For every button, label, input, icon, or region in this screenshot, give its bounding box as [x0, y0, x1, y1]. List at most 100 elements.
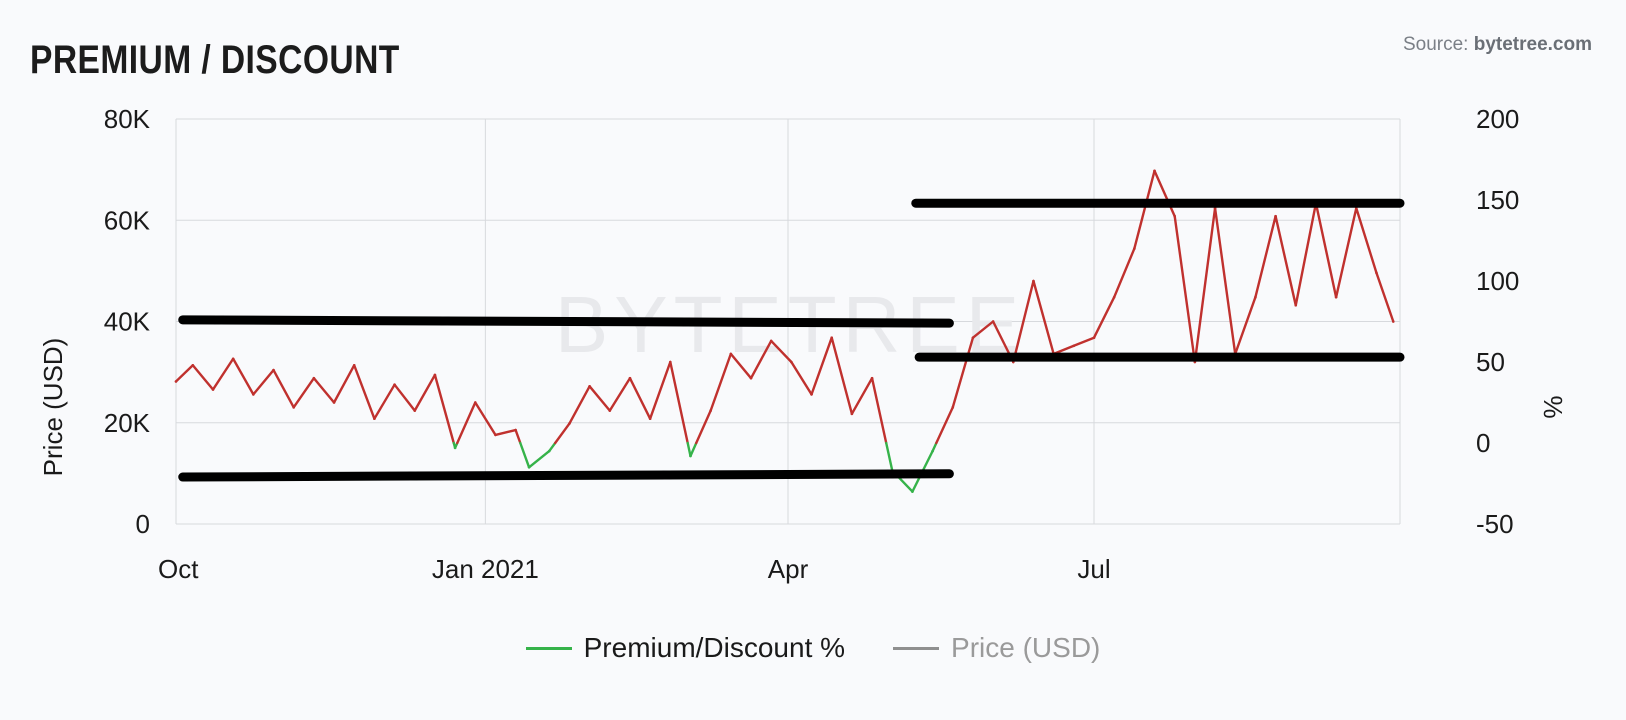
y-right-tick-label: 150 [1476, 185, 1519, 215]
premium-discount-segment [1254, 214, 1277, 299]
premium-discount-segment-negative [689, 441, 698, 458]
premium-discount-point [608, 409, 612, 412]
premium-discount-segment [553, 422, 571, 445]
premium-discount-segment [312, 377, 336, 404]
premium-discount-segment [1334, 206, 1358, 299]
premium-discount-segment [1193, 206, 1217, 364]
premium-discount-point [870, 376, 874, 380]
premium-discount-point [810, 393, 813, 396]
premium-discount-point [588, 385, 591, 388]
premium-discount-point [1092, 336, 1096, 340]
premium-discount-point [373, 417, 376, 421]
premium-discount-point [191, 363, 195, 367]
premium-discount-segment [1355, 206, 1378, 275]
x-tick-label: Jul [1077, 554, 1110, 584]
y-left-tick-label: 60K [104, 205, 151, 235]
y-right-tick-label: 100 [1476, 266, 1519, 296]
premium-discount-point [473, 401, 477, 404]
y-left-tick-label: 40K [104, 307, 151, 337]
premium-discount-point [393, 383, 396, 386]
premium-discount-point [648, 417, 652, 421]
reference-line [178, 469, 954, 482]
premium-discount-point [252, 393, 255, 396]
premium-discount-point [272, 368, 275, 372]
premium-discount-segment [1032, 279, 1055, 356]
premium-discount-segment [769, 339, 793, 364]
premium-discount-segment [695, 409, 712, 445]
premium-discount-segment [1234, 296, 1257, 356]
reference-line [178, 315, 954, 328]
premium-discount-point [1375, 271, 1378, 275]
premium-discount-point [971, 336, 975, 340]
premium-discount-point [951, 406, 955, 409]
y-left-tick-label: 20K [104, 408, 151, 438]
premium-discount-point [991, 320, 995, 323]
premium-discount-segment [729, 352, 753, 380]
premium-discount-segment [951, 336, 975, 409]
premium-discount-point [514, 428, 517, 432]
premium-discount-segment [1052, 344, 1076, 356]
premium-discount-segment-negative [686, 441, 692, 458]
premium-discount-segment [830, 336, 854, 416]
y-right-tick-label: -50 [1476, 509, 1514, 539]
premium-discount-point [911, 490, 914, 493]
premium-discount-point [494, 433, 497, 437]
x-tick-label: Oct [158, 554, 199, 584]
y-right-tick-label: 50 [1476, 347, 1505, 377]
legend-item-premium-discount[interactable]: Premium/Discount % [525, 632, 846, 664]
premium-discount-segment [1072, 336, 1096, 347]
premium-discount-point [211, 388, 215, 391]
premium-discount-point [709, 409, 712, 412]
legend: Premium/Discount % Price (USD) [0, 632, 1626, 664]
premium-discount-segment [474, 401, 497, 437]
premium-discount-point [568, 422, 571, 425]
y-right-tick-label: 0 [1476, 428, 1490, 458]
source-link[interactable]: bytetree.com [1473, 34, 1592, 55]
premium-discount-point [931, 449, 934, 453]
axes: 0 20K 40K 60K 80K -50 0 50 100 150 200 Oct Jan 2021 A… [38, 104, 1568, 584]
premium-discount-segment [709, 352, 733, 412]
premium-discount-point [850, 412, 854, 416]
premium-discount-segment [456, 401, 477, 445]
premium-discount-segment [588, 385, 611, 412]
premium-discount-point [669, 360, 672, 364]
premium-discount-segment [413, 373, 437, 412]
y-left-axis-title: Price (USD) [38, 338, 68, 477]
premium-discount-point [547, 449, 551, 453]
premium-discount-point [1032, 279, 1035, 283]
premium-discount-point [1334, 295, 1338, 299]
premium-discount-segment [749, 339, 773, 380]
premium-discount-segment [174, 364, 195, 383]
premium-discount-point [292, 406, 295, 409]
premium-discount-point [749, 376, 753, 380]
source-credit[interactable]: Source: bytetree.com [1403, 34, 1592, 56]
premium-discount-segment [1112, 247, 1136, 299]
premium-discount-segment [231, 357, 255, 396]
legend-swatch-price [893, 646, 940, 650]
premium-discount-segment [292, 377, 316, 409]
premium-discount-segment [971, 320, 995, 339]
premium-discount-point [1133, 247, 1136, 250]
legend-label-premium-discount: Premium/Discount % [583, 632, 846, 663]
premium-discount-point [628, 376, 632, 380]
legend-item-price[interactable]: Price (USD) [893, 632, 1100, 664]
premium-discount-segment [1133, 169, 1156, 250]
premium-discount-segment [1213, 206, 1237, 356]
premium-discount-segment [628, 377, 652, 420]
premium-discount-segment [648, 360, 672, 420]
premium-discount-segment-negative [527, 449, 551, 469]
premium-discount-point [1254, 295, 1257, 299]
premium-discount-segment [790, 360, 813, 396]
premium-discount-point [413, 409, 417, 412]
premium-discount-segment [353, 364, 376, 420]
premium-discount-point [433, 373, 437, 377]
y-left-tick-label: 0 [136, 509, 150, 539]
reference-lines [178, 198, 1405, 482]
premium-discount-segment [568, 385, 591, 425]
premium-discount-segment [935, 406, 954, 445]
premium-discount-segment-negative [548, 441, 557, 453]
premium-discount-segment [494, 428, 517, 437]
source-prefix: Source: [1402, 34, 1474, 55]
premium-discount-segment-negative [519, 441, 531, 469]
premium-discount-point [689, 454, 692, 458]
